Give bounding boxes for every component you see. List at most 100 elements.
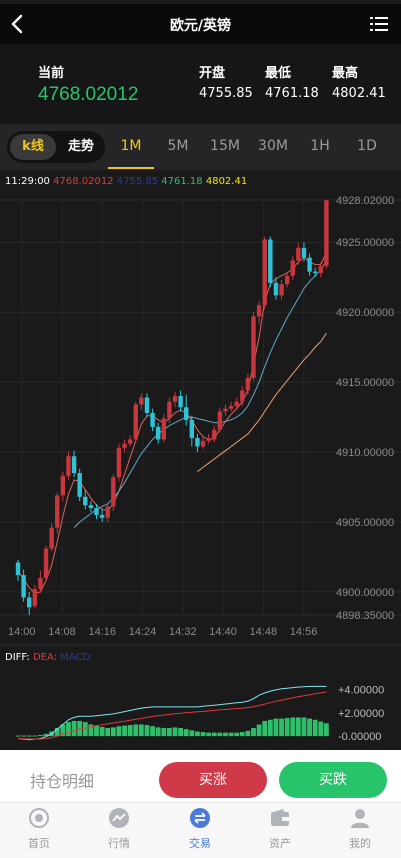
back-button[interactable]	[6, 12, 30, 36]
time-tick-label: 14:00	[8, 626, 36, 638]
period-1m[interactable]: 1M	[120, 138, 142, 154]
candle-body	[217, 411, 223, 430]
nav-item-market[interactable]: 行情	[89, 807, 149, 855]
open-value: 4755.85	[199, 86, 253, 101]
macd-bar	[183, 729, 189, 737]
macd-bar	[105, 727, 111, 737]
candle-body	[83, 496, 88, 506]
macd-bar	[273, 718, 279, 737]
time-tick-label: 14:24	[129, 626, 157, 638]
nav-item-home[interactable]: 首页	[9, 807, 69, 855]
price-tick-label: 4905.00000	[336, 517, 394, 529]
macd-bar	[110, 727, 116, 737]
candle-body	[21, 575, 26, 598]
candle-body	[60, 475, 66, 496]
buy-down-button[interactable]: 买跌	[279, 762, 387, 798]
macd-bar	[161, 727, 167, 737]
candle-body	[195, 438, 200, 447]
candle-body	[212, 429, 217, 440]
open-label: 开盘	[199, 66, 226, 81]
macd-bar	[234, 732, 240, 737]
candle-body	[99, 514, 105, 518]
price-tick-label: 4900.00000	[336, 587, 394, 599]
price-tick-label: 4898.35000	[336, 610, 394, 622]
candle-body	[268, 239, 273, 283]
market-icon	[109, 808, 129, 828]
macd-bar	[295, 717, 301, 737]
period-1d[interactable]: 1D	[357, 138, 377, 154]
time-tick-label: 14:56	[290, 626, 318, 638]
macd-bar	[99, 726, 105, 737]
candle-body	[324, 200, 329, 267]
macd-tick-label: -0.00000	[338, 731, 381, 743]
period-15m[interactable]: 15M	[210, 138, 240, 154]
macd-bar	[77, 720, 83, 737]
candle-body	[228, 405, 234, 409]
period-5m[interactable]: 5M	[167, 138, 189, 154]
candle-body	[66, 456, 71, 476]
macd-legend: DIFF: DEA: MACD:	[5, 652, 94, 663]
holdings-detail-button[interactable]: 持仓明细	[30, 772, 95, 791]
candle-body	[307, 257, 312, 272]
candle-body	[155, 426, 161, 440]
price-tick-label: 4910.00000	[336, 447, 394, 459]
macd-bar	[122, 725, 127, 737]
macd-bar	[26, 735, 32, 737]
chart-tabs: k线 走势 1M 5M 15M 30M 1H 1D	[0, 124, 401, 170]
page-title: 欧元/英镑	[169, 18, 232, 34]
current-price: 4768.02012	[38, 84, 139, 105]
candle-body	[256, 305, 262, 317]
candle-body	[43, 548, 49, 578]
candle-body	[200, 440, 206, 447]
candle-body	[262, 239, 267, 306]
nav-item-assets[interactable]: 资产	[250, 807, 310, 855]
candle-body	[38, 577, 43, 590]
time-tick-label: 14:48	[250, 626, 278, 638]
candle-body	[234, 401, 239, 406]
period-30m[interactable]: 30M	[258, 138, 288, 154]
macd-bar	[60, 724, 66, 737]
period-1h[interactable]: 1H	[310, 138, 330, 154]
ohlc-legend: 11:29:00 4768.02012 4755.85 4761.18 4802…	[5, 176, 247, 187]
nav-label-profile: 我的	[349, 837, 371, 850]
nav-label-home: 首页	[28, 837, 50, 850]
dea-line	[17, 691, 327, 740]
macd-bar	[138, 724, 144, 737]
nav-item-trade[interactable]: 交易	[170, 807, 230, 855]
candle-body	[116, 447, 122, 478]
kline-chart[interactable]: 11:29:00 4768.02012 4755.85 4761.18 4802…	[0, 170, 401, 750]
diff-label: DIFF:	[5, 652, 30, 663]
nav-label-trade: 交易	[189, 837, 211, 850]
tab-trend[interactable]: 走势	[67, 139, 94, 154]
macd-bar	[307, 718, 312, 737]
macd-bar	[323, 723, 329, 737]
time-tick-label: 14:40	[209, 626, 237, 638]
candle-body	[111, 477, 116, 507]
macd-bar	[71, 720, 77, 737]
wallet-icon	[271, 809, 289, 826]
macd-bar	[133, 724, 139, 737]
macd-bar	[94, 725, 99, 737]
macd-bar	[178, 727, 184, 737]
dea-label: DEA:	[32, 652, 57, 663]
tab-kline[interactable]: k线	[10, 134, 56, 160]
legend-value-3: 4761.18	[161, 176, 203, 187]
macd-bar	[312, 719, 318, 737]
menu-button[interactable]	[369, 14, 389, 34]
candle-body	[312, 271, 318, 274]
candle-body	[240, 390, 245, 402]
candle-body	[245, 377, 251, 391]
buy-up-button[interactable]: 买涨	[159, 762, 267, 798]
chart-mode-toggle: k线 走势	[7, 131, 105, 163]
macd-bar	[239, 732, 245, 737]
macd-bar	[150, 726, 155, 737]
current-label: 当前	[38, 66, 65, 81]
candle-body	[15, 562, 21, 576]
candle-body	[122, 443, 127, 448]
candle-body	[139, 397, 144, 405]
macd-bar	[66, 722, 71, 737]
nav-item-profile[interactable]: 我的	[330, 807, 390, 855]
macd-bar	[88, 724, 94, 737]
macd-bar	[15, 735, 21, 737]
candle-body	[251, 316, 256, 378]
